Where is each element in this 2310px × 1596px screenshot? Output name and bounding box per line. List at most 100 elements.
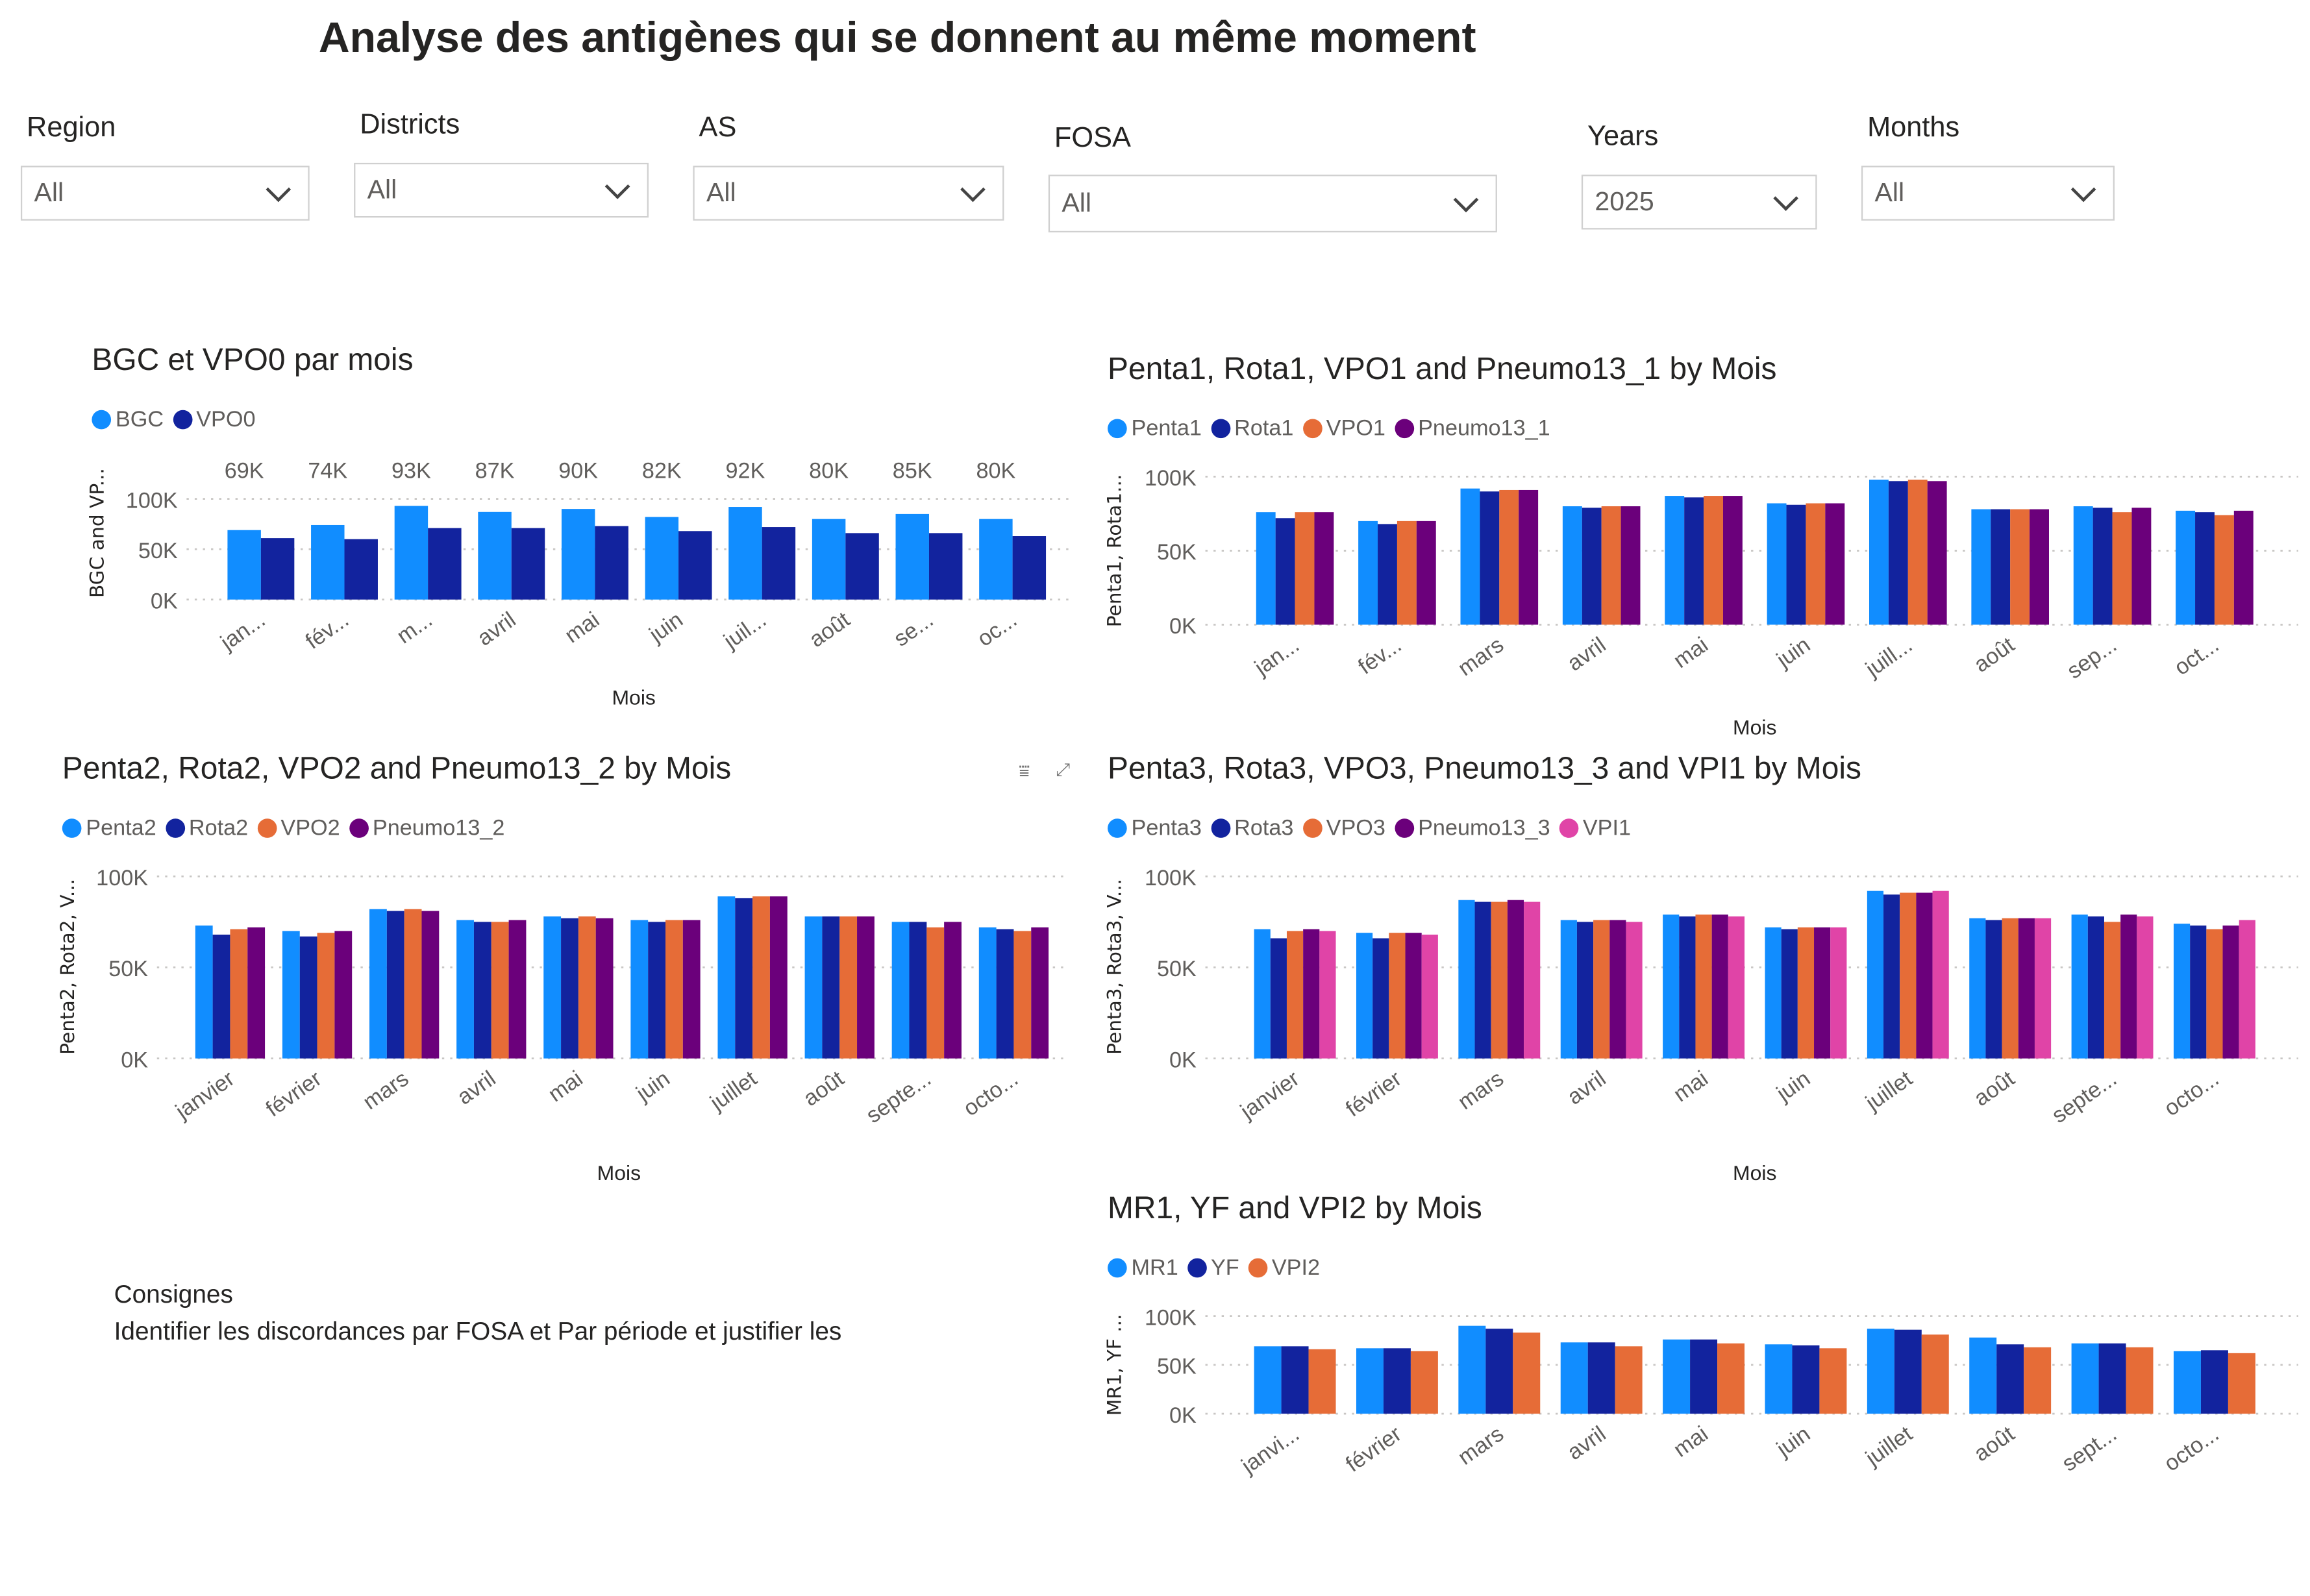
x-tick-label: sept...: [2057, 1421, 2121, 1477]
x-tick-label: février: [262, 1066, 327, 1122]
legend-dot-icon: [62, 818, 82, 838]
filter-icon[interactable]: ⩸: [1019, 761, 1030, 782]
bar-pneumo13_3: [1609, 920, 1626, 1059]
x-tick-label: juin: [631, 1066, 674, 1107]
x-axis-title: Mois: [597, 1161, 641, 1185]
as-filter-dropdown[interactable]: All: [693, 166, 1004, 221]
bar-vpi2: [2126, 1347, 2154, 1414]
bar-vpi1: [2137, 916, 2154, 1059]
legend-dot-icon: [1210, 419, 1230, 439]
legend-penta1: Penta1 Rota1 VPO1 Pneumo13_1: [1108, 416, 1559, 441]
legend-item[interactable]: Pneumo13_2: [349, 816, 504, 841]
legend-label: Pneumo13_1: [1418, 415, 1550, 441]
y-tick-label: 50K: [1157, 957, 1197, 981]
region-filter-dropdown[interactable]: All: [20, 166, 310, 221]
bar-vpo1: [2214, 515, 2234, 625]
months-filter-dropdown[interactable]: All: [1861, 166, 2115, 221]
bar-vpi2: [1921, 1334, 1949, 1414]
legend-item[interactable]: MR1: [1108, 1255, 1178, 1281]
x-tick-label: mai: [1669, 1066, 1713, 1107]
legend-dot-icon: [165, 818, 185, 838]
y-tick-label: 100K: [1145, 866, 1197, 890]
bar-vpo2: [491, 922, 509, 1059]
bar-penta3: [1969, 918, 1986, 1059]
legend-item[interactable]: BGC: [92, 407, 164, 432]
fosa-filter-dropdown[interactable]: All: [1048, 175, 1497, 233]
bar-pneumo13_1: [1519, 489, 1539, 625]
y-axis-title: Penta1, Rota1...: [1103, 474, 1126, 628]
bar-vpo3: [1797, 927, 1815, 1059]
x-tick-label: juin: [645, 608, 688, 648]
legend-item[interactable]: YF: [1187, 1255, 1239, 1281]
x-tick-label: m...: [392, 608, 436, 649]
legend-item[interactable]: Rota3: [1210, 815, 1294, 841]
bar-vpi1: [1728, 916, 1745, 1059]
legend-item[interactable]: Penta1: [1108, 416, 1202, 441]
bar-bgc: [311, 524, 345, 600]
x-tick-label: se...: [889, 608, 938, 652]
as-filter-value: All: [706, 177, 736, 208]
bar-vpo2: [839, 916, 858, 1059]
x-tick-label: septe...: [2048, 1066, 2122, 1128]
y-tick-label: 100K: [96, 866, 148, 890]
legend-label: VPI1: [1582, 815, 1632, 841]
x-tick-label: mars: [1454, 632, 1508, 681]
bar-mr1: [1867, 1329, 1894, 1414]
y-tick-label: 50K: [1157, 540, 1197, 565]
legend-item[interactable]: VPO1: [1302, 416, 1385, 441]
legend-item[interactable]: Rota1: [1210, 415, 1294, 441]
bar-vpo2: [230, 929, 248, 1059]
legend-item[interactable]: VPO3: [1302, 816, 1385, 841]
bar-vpi2: [2024, 1347, 2052, 1414]
bar-pneumo13_3: [1814, 927, 1831, 1059]
legend-item[interactable]: Pneumo13_1: [1394, 415, 1550, 441]
legend-item[interactable]: Pneumo13_3: [1394, 816, 1550, 841]
bar-penta3: [1765, 927, 1782, 1059]
x-tick-label: juill...: [1861, 632, 1917, 681]
bar-mr1: [1254, 1346, 1282, 1414]
legend-item[interactable]: VPI2: [1248, 1255, 1320, 1281]
x-tick-label: mars: [1454, 1421, 1508, 1470]
legend-label: Rota1: [1234, 415, 1294, 441]
legend-item[interactable]: VPO0: [172, 407, 256, 432]
bar-vpo3: [2206, 929, 2223, 1059]
bar-vpo3: [1389, 933, 1406, 1059]
bar-vpo2: [578, 916, 596, 1059]
x-tick-label: mars: [358, 1066, 413, 1115]
bar-penta2: [891, 922, 910, 1059]
x-tick-label: août: [1970, 1421, 2020, 1467]
focus-mode-icon[interactable]: ⤢: [1056, 759, 1071, 780]
bar-vpi2: [1513, 1332, 1541, 1414]
legend-item[interactable]: Penta3: [1108, 816, 1202, 841]
bar-vpo1: [1295, 512, 1315, 625]
districts-filter-dropdown[interactable]: All: [354, 162, 649, 218]
bar-vpi1: [1319, 931, 1336, 1059]
legend-item[interactable]: VPI1: [1559, 816, 1631, 841]
bar-mr1: [1663, 1339, 1691, 1414]
bar-penta1: [2073, 506, 2093, 625]
legend-item[interactable]: VPO2: [256, 816, 340, 841]
bar-mr1: [1560, 1342, 1588, 1414]
legend-dot-icon: [1302, 419, 1322, 439]
bar-mr1: [1458, 1325, 1486, 1414]
years-filter-value: 2025: [1595, 186, 1654, 216]
y-tick-label: 0K: [151, 589, 178, 613]
x-tick-label: sep...: [2063, 632, 2121, 683]
bar-rota1: [1582, 508, 1602, 625]
bar-mr1: [2173, 1351, 2201, 1414]
x-tick-label: octo...: [2160, 1066, 2224, 1122]
bar-rota3: [1781, 929, 1798, 1059]
region-filter-label: Region: [27, 112, 116, 144]
bar-pneumo13_2: [1031, 927, 1049, 1059]
legend-label: Rota3: [1234, 815, 1294, 841]
bar-yf: [1996, 1344, 2024, 1414]
x-tick-label: janvier: [1236, 1066, 1304, 1124]
years-filter-dropdown[interactable]: 2025: [1581, 175, 1817, 230]
legend-dot-icon: [1108, 818, 1127, 838]
legend-dot-icon: [1187, 1258, 1207, 1278]
legend-item[interactable]: Rota2: [165, 816, 248, 841]
bar-pneumo13_3: [1507, 900, 1524, 1059]
bar-vpo3: [1695, 915, 1712, 1059]
legend-item[interactable]: Penta2: [62, 816, 156, 841]
